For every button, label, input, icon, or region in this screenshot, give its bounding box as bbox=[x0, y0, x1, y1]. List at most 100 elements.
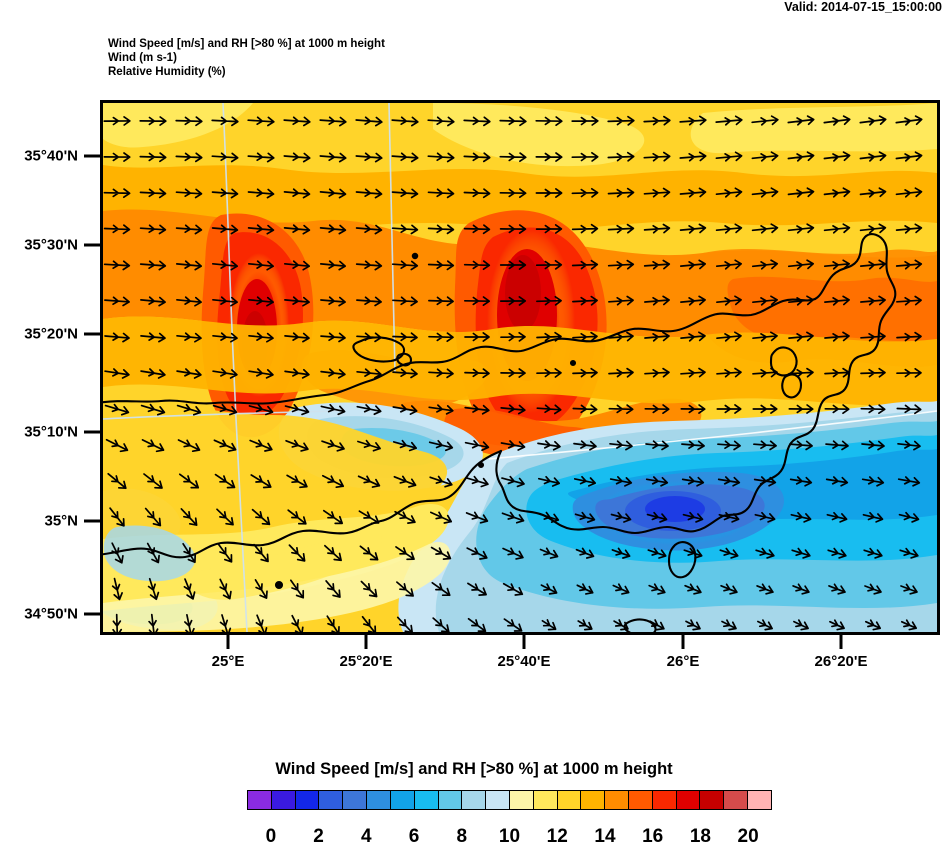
wind-arrow bbox=[572, 404, 598, 415]
wind-arrow bbox=[103, 116, 131, 126]
colorbar-swatch[interactable] bbox=[533, 791, 558, 809]
wind-arrow bbox=[643, 187, 671, 198]
wind-arrow bbox=[357, 475, 381, 488]
wind-arrow bbox=[287, 509, 307, 525]
wind-arrow bbox=[392, 296, 418, 307]
wind-arrow bbox=[139, 260, 167, 271]
wind-arrow bbox=[644, 404, 670, 415]
contour-field bbox=[103, 103, 937, 632]
wind-arrow bbox=[248, 332, 274, 343]
wind-arrow bbox=[217, 543, 233, 563]
wind-arrow bbox=[754, 511, 776, 523]
colorbar-swatch[interactable] bbox=[724, 791, 749, 809]
wind-arrow bbox=[895, 259, 923, 270]
colorbar-swatch[interactable] bbox=[748, 791, 771, 809]
wind-arrow bbox=[184, 613, 195, 632]
wind-arrow bbox=[823, 223, 851, 234]
wind-arrow bbox=[535, 116, 563, 127]
wind-arrow bbox=[319, 152, 347, 163]
colorbar-swatch[interactable] bbox=[486, 791, 510, 809]
wind-arrow bbox=[751, 223, 779, 234]
wind-arrow bbox=[791, 547, 811, 559]
wind-arrow bbox=[357, 439, 381, 452]
wind-arrow bbox=[219, 614, 232, 632]
wind-arrow bbox=[107, 472, 127, 490]
colorbar-swatch[interactable] bbox=[605, 791, 629, 809]
wind-arrow bbox=[787, 259, 815, 270]
colorbar-swatch[interactable] bbox=[557, 791, 582, 809]
colorbar-swatch[interactable] bbox=[581, 791, 606, 809]
colorbar-swatch[interactable] bbox=[271, 791, 296, 809]
wind-arrow bbox=[575, 547, 595, 559]
colorbar-swatch[interactable] bbox=[652, 791, 677, 809]
colorbar-swatch[interactable] bbox=[414, 791, 439, 809]
wind-arrow bbox=[752, 295, 778, 306]
y-tick-label: 35°30'N bbox=[24, 236, 78, 254]
colorbar-swatch[interactable] bbox=[629, 791, 653, 809]
wind-arrow bbox=[571, 187, 599, 198]
wind-arrow bbox=[355, 152, 383, 163]
wind-arrow bbox=[751, 259, 779, 270]
wind-arrow bbox=[320, 296, 346, 307]
colorbar-swatch[interactable] bbox=[700, 791, 725, 809]
wind-arrow bbox=[861, 440, 885, 451]
wind-arrow bbox=[862, 511, 884, 523]
wind-arrow bbox=[611, 547, 631, 559]
wind-arrow bbox=[431, 581, 451, 597]
x-tick-mark bbox=[226, 635, 230, 649]
wind-arrow bbox=[248, 296, 274, 307]
wind-arrow bbox=[789, 476, 813, 487]
wind-arrow bbox=[573, 440, 597, 451]
wind-arrow bbox=[864, 619, 882, 631]
colorbar-swatch[interactable] bbox=[462, 791, 487, 809]
wind-arrow bbox=[175, 224, 203, 235]
wind-arrow bbox=[572, 295, 598, 306]
wind-arrow bbox=[643, 259, 671, 270]
wind-arrow bbox=[644, 367, 670, 378]
wind-arrow bbox=[612, 583, 630, 595]
wind-arrow bbox=[751, 151, 779, 162]
colorbar-swatch[interactable] bbox=[438, 791, 463, 809]
wind-arrow bbox=[254, 579, 268, 599]
wind-arrow bbox=[283, 224, 311, 235]
wind-arrow bbox=[643, 115, 671, 126]
wind-arrow bbox=[829, 619, 845, 631]
wind-arrow bbox=[827, 547, 847, 559]
wind-arrow bbox=[501, 475, 525, 488]
wind-arrow bbox=[643, 223, 671, 234]
colorbar-swatch[interactable] bbox=[343, 791, 368, 809]
wind-arrow bbox=[535, 224, 563, 234]
wind-vector-field bbox=[103, 115, 923, 632]
wind-arrow bbox=[140, 332, 166, 343]
wind-arrow bbox=[319, 188, 347, 199]
wind-arrow bbox=[104, 403, 130, 416]
colorbar-tick-label: 6 bbox=[408, 826, 420, 847]
wind-arrow bbox=[320, 368, 346, 379]
x-tick-mark bbox=[839, 635, 843, 649]
colorbar-swatch[interactable] bbox=[676, 791, 701, 809]
wind-arrow bbox=[141, 439, 165, 453]
wind-arrow bbox=[147, 577, 160, 601]
wind-arrow bbox=[574, 511, 596, 523]
map-plot-area[interactable] bbox=[100, 100, 940, 635]
wind-arrow bbox=[356, 296, 382, 307]
colorbar-swatch[interactable] bbox=[295, 791, 320, 809]
colorbar-swatch[interactable] bbox=[509, 791, 534, 809]
x-tick-mark bbox=[681, 635, 685, 649]
colorbar[interactable] bbox=[247, 790, 772, 810]
colorbar-swatch[interactable] bbox=[248, 791, 272, 809]
colorbar-swatch[interactable] bbox=[390, 791, 415, 809]
wind-arrow bbox=[392, 404, 418, 415]
colorbar-swatch[interactable] bbox=[367, 791, 391, 809]
wind-arrow bbox=[895, 151, 923, 162]
wind-arrow bbox=[216, 508, 234, 526]
wind-arrow bbox=[429, 511, 453, 524]
wind-arrow bbox=[214, 473, 236, 489]
wind-arrow bbox=[286, 474, 308, 489]
x-tick-mark bbox=[522, 635, 526, 649]
wind-arrow bbox=[572, 367, 598, 378]
colorbar-swatch[interactable] bbox=[319, 791, 344, 809]
wind-arrow bbox=[756, 583, 774, 595]
wind-arrow bbox=[213, 439, 237, 452]
wind-arrow bbox=[503, 618, 523, 632]
